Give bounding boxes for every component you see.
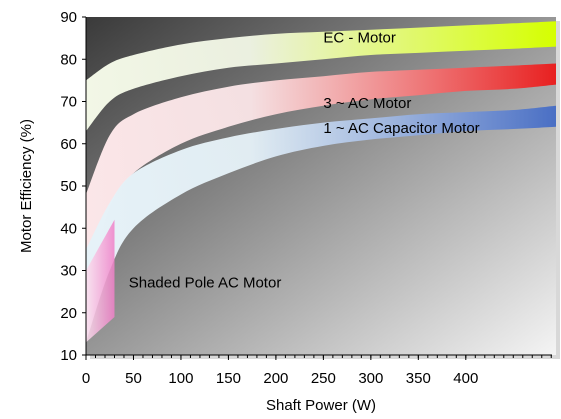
x-axis-title: Shaft Power (W)	[266, 397, 376, 414]
x-tick-label: 400	[453, 370, 478, 387]
x-tick-label: 200	[263, 370, 288, 387]
y-tick-label: 80	[60, 51, 77, 68]
y-tick-label: 90	[60, 9, 77, 26]
y-tick-label: 70	[60, 94, 77, 111]
band-ec-motor	[86, 21, 556, 132]
y-tick-label: 20	[60, 305, 77, 322]
band-1-ac-capacitor-motor	[86, 105, 556, 343]
y-axis-title: Motor Efficiency (%)	[18, 119, 35, 253]
x-tick-label: 50	[125, 370, 142, 387]
y-tick-label: 50	[60, 178, 77, 195]
label-ec-motor: EC - Motor	[323, 29, 396, 46]
label-3-ac-motor: 3 ~ AC Motor	[323, 95, 411, 112]
label-shaded-pole-ac-motor: Shaded Pole AC Motor	[129, 274, 282, 291]
y-tick-label: 10	[60, 347, 77, 364]
x-tick-label: 350	[406, 370, 431, 387]
x-tick-label: 250	[311, 370, 336, 387]
y-tick-label: 40	[60, 220, 77, 237]
x-tick-label: 150	[216, 370, 241, 387]
x-tick-label: 0	[82, 370, 90, 387]
x-tick-label: 100	[168, 370, 193, 387]
y-tick-label: 30	[60, 263, 77, 280]
band-3-ac-motor	[86, 63, 556, 284]
x-tick-label: 300	[358, 370, 383, 387]
axes: 10 20 30 40 50 60 70 80 90 0 50 100 150 200 250 300 350 4…	[18, 9, 552, 414]
efficiency-bands	[86, 21, 556, 343]
band-labels: EC - Motor 3 ~ AC Motor 1 ~ AC Capacitor M…	[129, 29, 480, 291]
band-shaded-pole-ac-motor	[86, 219, 115, 343]
y-tick-label: 60	[60, 136, 77, 153]
label-1-ac-capacitor-motor: 1 ~ AC Capacitor Motor	[323, 120, 479, 137]
